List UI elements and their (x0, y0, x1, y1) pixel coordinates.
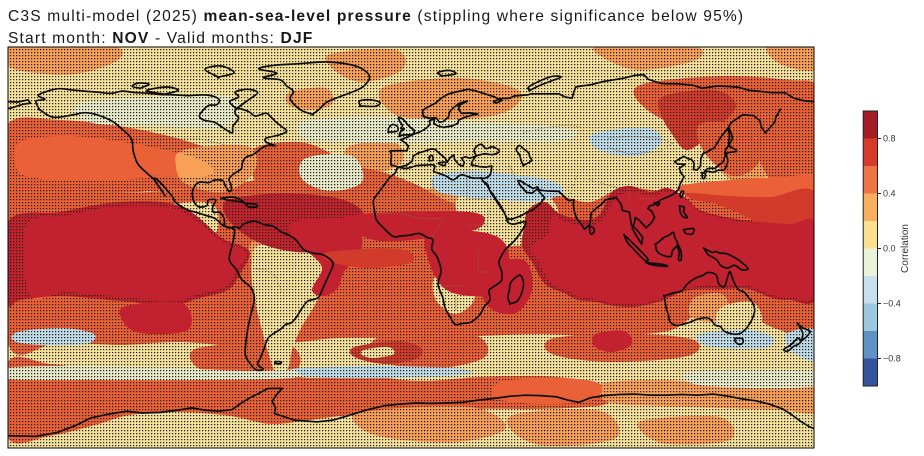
svg-text:−0.8: −0.8 (883, 354, 901, 364)
svg-text:Correlation: Correlation (900, 224, 911, 273)
svg-text:C3S multi-model (2025) mean-se: C3S multi-model (2025) mean-sea-level pr… (8, 8, 744, 25)
svg-text:0.0: 0.0 (883, 244, 896, 254)
svg-text:−0.4: −0.4 (883, 299, 901, 309)
svg-text:0.4: 0.4 (883, 189, 896, 199)
svg-text:0.8: 0.8 (883, 134, 896, 144)
svg-text:Start month: NOV - Valid month: Start month: NOV - Valid months: DJF (8, 30, 313, 47)
